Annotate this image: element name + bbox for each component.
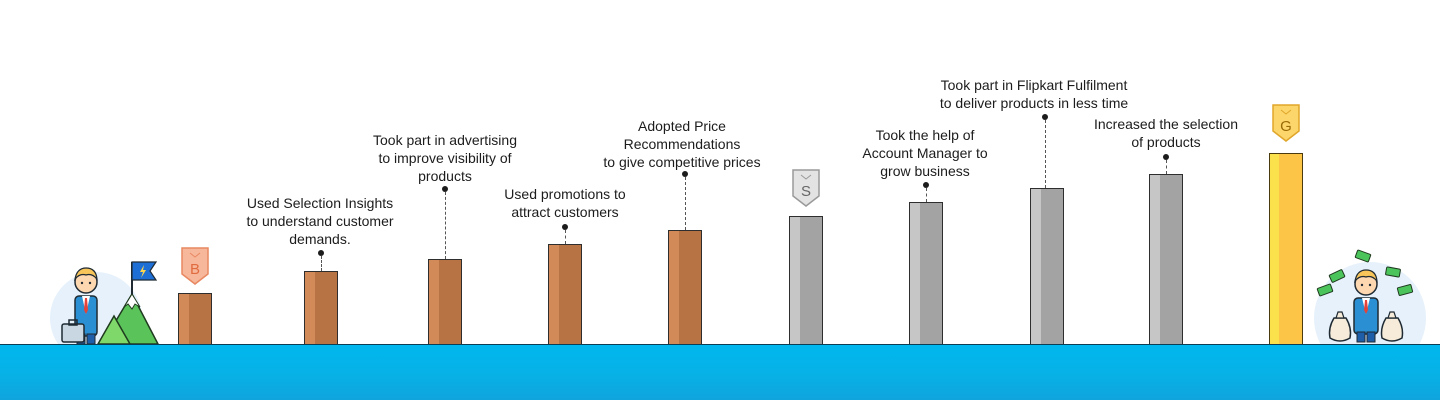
step-pillar <box>428 259 462 344</box>
label-connector-line <box>1045 120 1046 188</box>
step-label: Took part in Flipkart Fulfilment to deli… <box>940 76 1128 112</box>
step-label: Took part in advertising to improve visi… <box>373 131 517 185</box>
label-connector-line <box>321 256 322 271</box>
label-connector-line <box>685 177 686 230</box>
seller-start-illustration <box>50 244 170 348</box>
step-pillar <box>1149 174 1183 344</box>
gold-badge-icon: G <box>1272 104 1300 142</box>
step-label: Used promotions to attract customers <box>504 185 625 221</box>
bronze-badge-icon: B <box>181 247 209 285</box>
step-label: Took the help of Account Manager to grow… <box>862 126 987 180</box>
step-pillar <box>668 230 702 344</box>
step-pillar <box>1030 188 1064 344</box>
label-connector-line <box>926 188 927 202</box>
badge-letter: S <box>792 183 820 201</box>
silver-badge-icon: S <box>792 169 820 207</box>
badge-letter: B <box>181 261 209 279</box>
briefcase-icon <box>62 320 84 342</box>
step-pillar <box>909 202 943 344</box>
ground-band <box>0 344 1440 400</box>
step-pillar <box>1269 153 1303 344</box>
step-label: Increased the selection of products <box>1094 115 1238 151</box>
step-pillar <box>178 293 212 344</box>
step-label: Used Selection Insights to understand cu… <box>246 194 393 248</box>
step-pillar <box>548 244 582 344</box>
badge-letter: G <box>1272 118 1300 136</box>
label-connector-line <box>565 230 566 244</box>
step-pillar <box>789 216 823 344</box>
label-connector-line <box>1166 160 1167 174</box>
step-pillar <box>304 271 338 344</box>
step-label: Adopted Price Recommendations to give co… <box>603 117 760 171</box>
businessman-icon <box>1354 270 1378 342</box>
label-connector-line <box>445 192 446 259</box>
seller-success-illustration <box>1306 242 1434 348</box>
flag-icon <box>132 262 156 294</box>
